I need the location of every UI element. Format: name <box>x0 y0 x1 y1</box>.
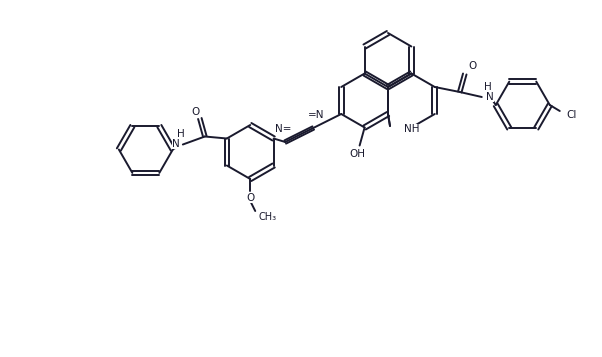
Text: N=: N= <box>275 124 291 134</box>
Text: CH₃: CH₃ <box>258 212 276 222</box>
Text: NH: NH <box>404 124 420 134</box>
Text: O: O <box>191 106 200 116</box>
Text: OH: OH <box>350 149 365 159</box>
Text: N: N <box>172 139 180 149</box>
Text: H: H <box>177 129 185 139</box>
Text: =N: =N <box>308 110 324 120</box>
Text: O: O <box>246 193 255 203</box>
Text: N: N <box>486 92 494 102</box>
Text: Cl: Cl <box>566 110 577 120</box>
Text: H: H <box>484 82 491 92</box>
Text: O: O <box>469 61 477 71</box>
